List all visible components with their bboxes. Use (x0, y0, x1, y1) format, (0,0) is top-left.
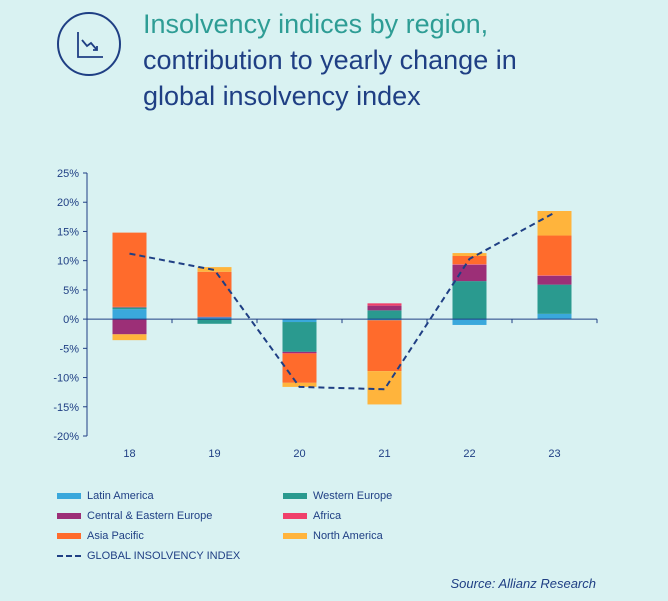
bar-segment (367, 303, 402, 306)
legend-swatch (283, 513, 307, 519)
bar-segment (452, 319, 487, 325)
bar-segment (282, 382, 317, 387)
bar-segment (112, 309, 147, 320)
y-tick-label: 25% (57, 168, 79, 180)
title-line-3: global insolvency index (143, 81, 421, 111)
bar-segment (537, 235, 572, 276)
trend-down-chart-icon (77, 32, 103, 58)
legend-item-north-america: North America (283, 526, 383, 546)
legend-item-latin-america: Latin America (57, 486, 154, 506)
y-tick-label: -15% (53, 402, 79, 414)
title-line-1: Insolvency indices by region, (143, 9, 489, 39)
bar-segment (282, 353, 317, 354)
legend-swatch (57, 533, 81, 539)
stacked-bar-chart: 25% 20% 15% 10% 5% 0% -5% -10% -15% -20% 18 19 20 21 2… (53, 168, 598, 460)
legend-label: Central & Eastern Europe (87, 510, 213, 522)
legend-swatch (283, 533, 307, 539)
y-tick-label: 0% (63, 314, 79, 326)
bar-segment (367, 310, 402, 320)
legend-label: Africa (313, 510, 342, 522)
bar-segment (112, 334, 147, 341)
bar-segment (537, 275, 572, 285)
x-tick-label: 18 (123, 448, 135, 460)
legend-item-global-index: GLOBAL INSOLVENCY INDEX (57, 546, 240, 566)
bar-segment (282, 351, 317, 354)
legend-label: Asia Pacific (87, 530, 144, 542)
bar-segment (537, 284, 572, 314)
bar-segment (367, 320, 402, 372)
bar-segment (112, 307, 147, 310)
legend-item-asia-pacific: Asia Pacific (57, 526, 144, 546)
chart-legend: Latin America Western Europe Central & E… (57, 486, 457, 566)
y-tick-label: 20% (57, 197, 79, 209)
legend-dash-swatch (57, 555, 81, 557)
bar-segment (282, 353, 317, 383)
global-index-line (129, 211, 555, 391)
y-tick-label: 10% (57, 256, 79, 268)
y-tick-label: -20% (53, 431, 79, 443)
x-tick-label: 21 (378, 448, 390, 460)
x-tick-label: 22 (463, 448, 475, 460)
bar-segment (452, 264, 487, 265)
legend-swatch (57, 513, 81, 519)
bar-segment (197, 271, 232, 317)
legend-swatch (57, 493, 81, 499)
title-line-2: contribution to yearly change in (143, 45, 517, 75)
legend-swatch (283, 493, 307, 499)
bar-segment (452, 281, 487, 320)
bar-segment (367, 371, 402, 405)
bar-segment (452, 253, 487, 256)
legend-label: North America (313, 530, 383, 542)
bar-segment (112, 232, 147, 307)
y-tick-label: -5% (59, 343, 79, 355)
legend-item-central-eastern-europe: Central & Eastern Europe (57, 506, 212, 526)
y-tick-label: -10% (53, 373, 79, 385)
x-tick-label: 20 (293, 448, 305, 460)
bar-segment (537, 210, 572, 236)
bar-segment (197, 267, 232, 272)
source-note: Source: Allianz Research (450, 576, 596, 591)
legend-label: Latin America (87, 490, 154, 502)
bar-segment (537, 275, 572, 276)
bar-segment (282, 322, 317, 352)
chart-title: Insolvency indices by region, contributi… (143, 6, 653, 114)
bar-segment (367, 305, 402, 311)
bar-segment (282, 319, 317, 323)
y-tick-label: 5% (63, 285, 79, 297)
bar-segment (197, 316, 232, 318)
bar-segment (452, 264, 487, 282)
bar-segment (537, 313, 572, 320)
legend-label: GLOBAL INSOLVENCY INDEX (87, 550, 241, 562)
bar-segment (197, 319, 232, 324)
y-tick-label: 15% (57, 226, 79, 238)
legend-item-western-europe: Western Europe (283, 486, 392, 506)
legend-item-africa: Africa (283, 506, 341, 526)
bar-segment (197, 317, 232, 320)
bar-segment (112, 319, 147, 335)
x-tick-label: 23 (548, 448, 560, 460)
x-tick-label: 19 (208, 448, 220, 460)
header-icon (57, 12, 121, 76)
legend-label: Western Europe (313, 490, 393, 502)
bar-segment (112, 306, 147, 308)
bar-segment (367, 319, 402, 321)
